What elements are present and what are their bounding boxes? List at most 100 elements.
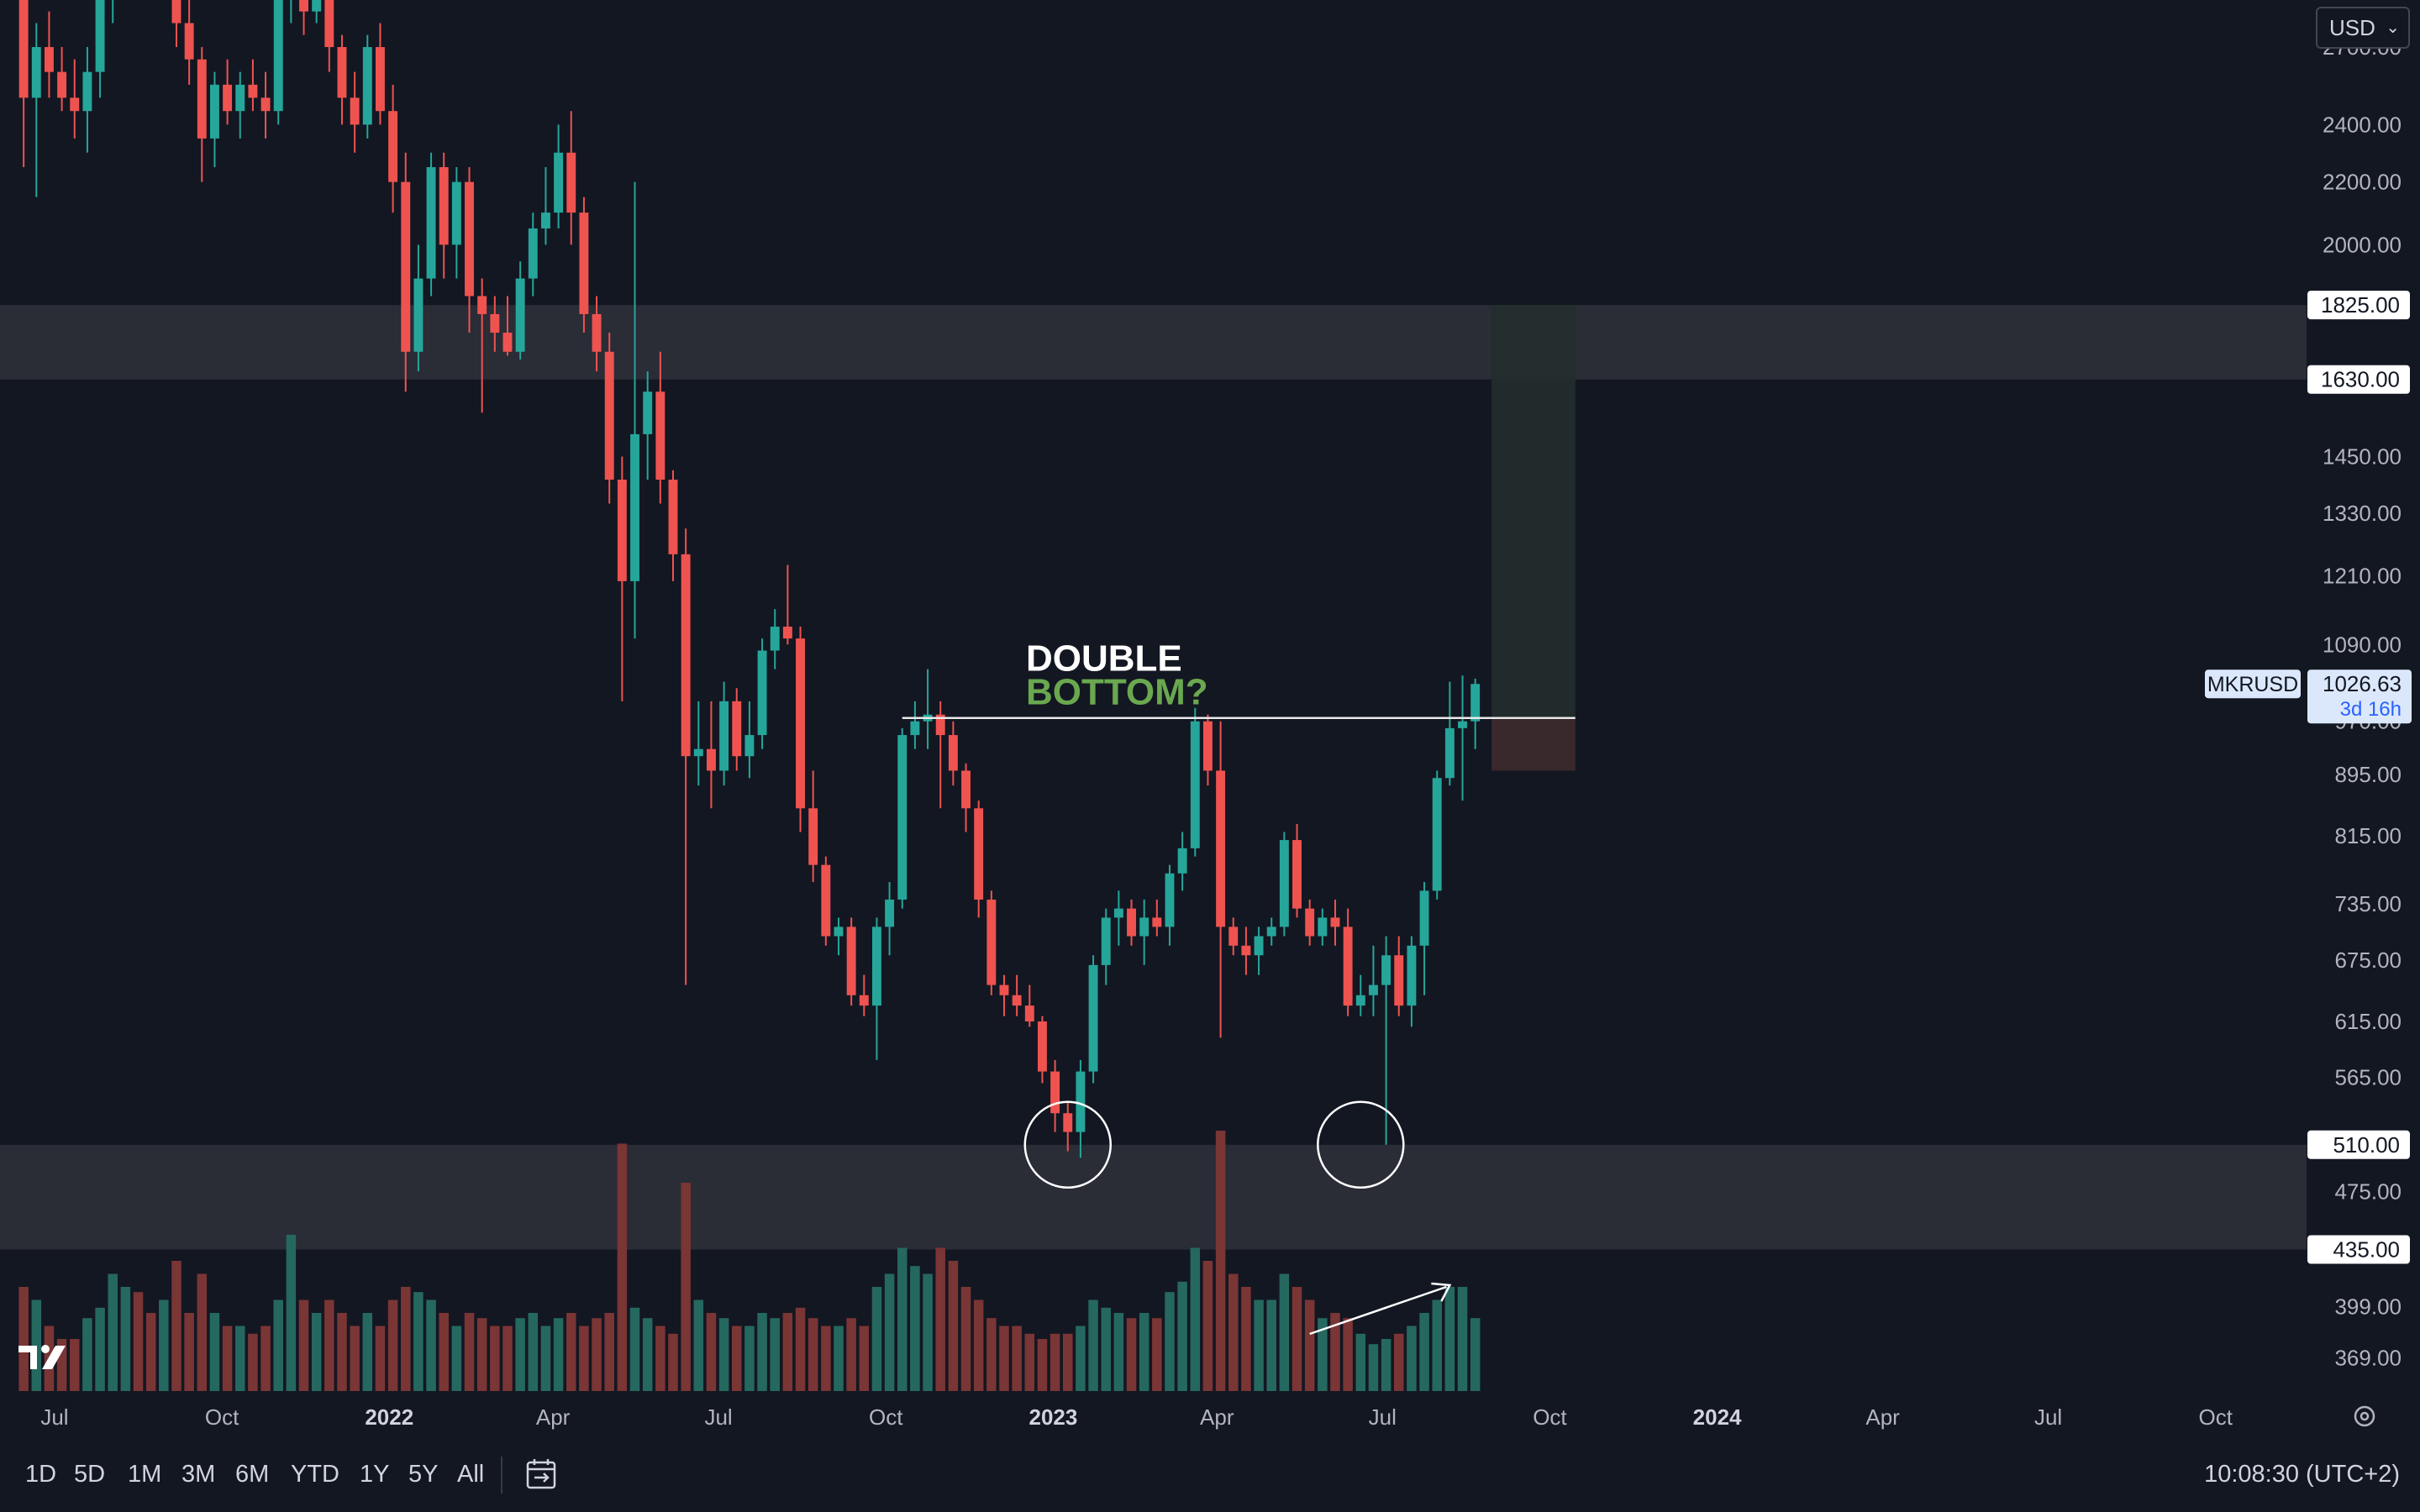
- settings-icon[interactable]: [2354, 1405, 2375, 1427]
- time-tick: 2023: [1029, 1404, 1078, 1430]
- candle-body: [1432, 778, 1442, 891]
- last-price-label: 1026.63: [2323, 671, 2402, 696]
- volume-bar: [592, 1318, 602, 1391]
- candle-body: [719, 701, 729, 771]
- volume-bar: [451, 1326, 462, 1391]
- calendar-goto-icon[interactable]: [523, 1455, 561, 1494]
- range-6m-button[interactable]: 6M: [235, 1461, 270, 1488]
- volume-bar: [1012, 1326, 1022, 1391]
- candle-body: [1458, 721, 1467, 728]
- candle-body: [1407, 945, 1417, 1006]
- volume-bar: [1393, 1333, 1404, 1391]
- candle-body: [401, 181, 411, 352]
- zones-layer: [0, 305, 2307, 1250]
- volume-bar: [528, 1313, 539, 1391]
- candle-body: [1355, 995, 1365, 1006]
- candle-body: [630, 433, 639, 581]
- candle-body: [1012, 995, 1022, 1006]
- currency-selector[interactable]: USD ⌄: [2316, 7, 2410, 49]
- candle-body: [44, 47, 54, 72]
- candle-body: [871, 927, 881, 1006]
- price-tick: 2000.00: [2323, 232, 2402, 257]
- volume-bar: [1266, 1299, 1276, 1391]
- tradingview-logo: [18, 1345, 66, 1369]
- candle-body: [706, 748, 716, 771]
- volume-bar: [1279, 1273, 1290, 1391]
- candle-body: [248, 84, 258, 98]
- candle-body: [1254, 936, 1264, 956]
- candle-body: [1190, 721, 1200, 848]
- volume-bar: [1355, 1333, 1366, 1391]
- time-tick: 2022: [365, 1404, 413, 1430]
- price-tick: 735.00: [2334, 891, 2402, 916]
- bottom-circle-2: [1317, 1100, 1405, 1189]
- range-all-button[interactable]: All: [457, 1461, 485, 1488]
- range-1y-button[interactable]: 1Y: [360, 1461, 390, 1488]
- candle-body: [1470, 684, 1481, 722]
- price-tick: 369.00: [2334, 1346, 2402, 1371]
- candle-body: [1024, 1005, 1034, 1022]
- volume-bar: [1457, 1287, 1468, 1391]
- volume-bar: [655, 1326, 666, 1391]
- stop-box: [1491, 717, 1576, 771]
- range-5y-button[interactable]: 5Y: [408, 1461, 439, 1488]
- candle-body: [1343, 927, 1353, 1006]
- volume-bar: [18, 1287, 29, 1391]
- volume-bar: [935, 1247, 945, 1391]
- range-3m-button[interactable]: 3M: [182, 1461, 216, 1488]
- candle-body: [350, 97, 360, 125]
- time-axis: Jul Oct 2022 Apr Jul Oct 2023 Apr Jul Oct 2024 Apr J…: [40, 1404, 2375, 1430]
- candle-body: [31, 47, 41, 98]
- candle-body: [897, 735, 908, 900]
- price-tick: 2200.00: [2323, 170, 2402, 195]
- candle-body: [1394, 955, 1404, 1006]
- volume-bar: [731, 1326, 742, 1391]
- volume-bar: [1419, 1313, 1429, 1391]
- logo-part-dot: [41, 1345, 50, 1353]
- candle-body: [1330, 917, 1340, 927]
- volume-bar: [986, 1318, 997, 1391]
- volume-bar: [362, 1313, 373, 1391]
- volume-bar: [1024, 1333, 1035, 1391]
- volume-bar: [1470, 1318, 1481, 1391]
- volume-bar: [1330, 1313, 1340, 1391]
- price-tick: 475.00: [2334, 1179, 2402, 1205]
- candle-body: [1368, 984, 1378, 995]
- time-tick: Apr: [1200, 1404, 1234, 1430]
- volume-bar: [234, 1326, 245, 1391]
- volume-bar: [566, 1313, 576, 1391]
- volume-bar: [1368, 1344, 1379, 1391]
- time-tick: Jul: [1369, 1404, 1397, 1430]
- volume-bar: [324, 1299, 334, 1391]
- candle-body: [1202, 721, 1213, 771]
- volume-bar: [56, 1339, 67, 1391]
- volume-bar: [897, 1247, 908, 1391]
- volume-bar: [617, 1143, 628, 1391]
- range-5d-button[interactable]: 5D: [74, 1461, 106, 1488]
- volume-bar: [184, 1313, 194, 1391]
- candle-body: [18, 0, 29, 98]
- volume-bar: [1228, 1273, 1239, 1391]
- price-tick: 1450.00: [2323, 444, 2402, 469]
- candle-body: [540, 213, 550, 228]
- candle-body: [617, 480, 627, 581]
- volume-bar: [1292, 1287, 1302, 1391]
- candle-body: [1063, 1113, 1073, 1132]
- candle-body: [859, 995, 869, 1006]
- volume-bar: [350, 1326, 360, 1391]
- candle-body: [95, 0, 105, 72]
- time-tick: 2024: [1693, 1404, 1742, 1430]
- time-tick: Jul: [2034, 1404, 2062, 1430]
- volume-bar: [668, 1333, 678, 1391]
- volume-bar: [540, 1326, 551, 1391]
- range-1d-button[interactable]: 1D: [25, 1461, 57, 1488]
- symbol-label: MKRUSD: [2207, 673, 2298, 696]
- volume-bar: [387, 1299, 398, 1391]
- candle-body: [273, 0, 283, 112]
- candle-body: [1127, 908, 1136, 937]
- range-ytd-button[interactable]: YTD: [291, 1461, 339, 1488]
- volume-bar: [337, 1313, 347, 1391]
- range-1m-button[interactable]: 1M: [128, 1461, 162, 1488]
- candle-body: [1076, 1071, 1086, 1132]
